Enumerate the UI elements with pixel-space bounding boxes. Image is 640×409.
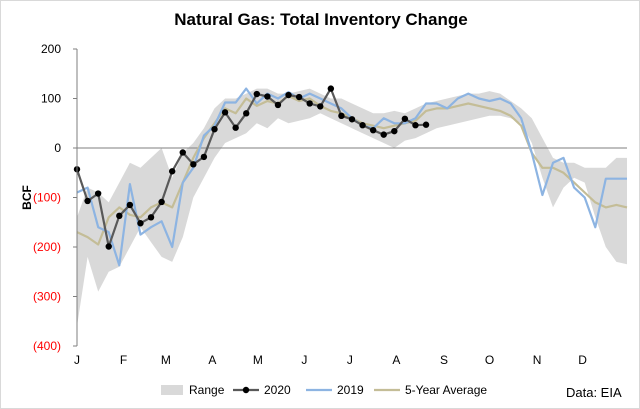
y-tick-label: 200 xyxy=(41,42,61,56)
series-2020-point xyxy=(369,126,377,134)
series-2020-point xyxy=(116,212,123,220)
series-2020-point xyxy=(200,153,208,161)
series-2020-point xyxy=(137,220,144,227)
x-tick-label: J xyxy=(347,353,353,367)
range-band xyxy=(77,88,627,327)
series-2020-point xyxy=(264,93,271,100)
series-2020-point xyxy=(126,201,134,209)
y-tick-label: (300) xyxy=(33,290,61,304)
series-2020-point xyxy=(317,103,324,110)
x-tick-label: F xyxy=(120,353,127,367)
series-2020-point xyxy=(243,110,250,117)
series-2020-point xyxy=(158,198,165,206)
x-tick-label: D xyxy=(578,353,587,367)
series-2020-point xyxy=(327,85,335,92)
y-tick-label: (200) xyxy=(33,240,61,254)
legend-label: 5-Year Average xyxy=(405,383,487,397)
series-2020-point xyxy=(221,109,229,116)
series-2020-point xyxy=(94,190,102,197)
series-2020-point xyxy=(380,131,387,138)
legend-group: Range 2020 2019 5-Year Average xyxy=(161,383,487,397)
x-tick-label: M xyxy=(253,353,263,367)
x-tick-label: A xyxy=(208,353,216,367)
y-tick-label: 0 xyxy=(54,141,61,155)
y-tick-label: (100) xyxy=(33,191,61,205)
series-2020-point xyxy=(285,91,292,99)
data-source: Data: EIA xyxy=(566,385,622,400)
series-2020-point xyxy=(147,214,155,221)
series-2020-point xyxy=(348,116,356,123)
y-tick-label: (400) xyxy=(33,339,61,353)
axis-group: 200 100 0 (100) (200) (300) (400) J F M A M J J A S O N D B… xyxy=(20,42,587,367)
x-tick-label: N xyxy=(533,353,542,367)
series-2020-point xyxy=(401,115,409,122)
legend-marker-2020 xyxy=(242,386,250,394)
series-2020-point xyxy=(232,124,239,131)
x-tick-label: A xyxy=(392,353,400,367)
x-tick-label: M xyxy=(161,353,171,367)
x-tick-label: O xyxy=(485,353,494,367)
series-2020-point xyxy=(190,161,197,168)
legend-swatch-range xyxy=(161,385,183,395)
series-2020-point xyxy=(338,112,345,120)
series-2020-point xyxy=(295,93,303,101)
legend-label: 2019 xyxy=(337,383,364,397)
series-2020-point xyxy=(168,168,176,175)
series-2020-point xyxy=(306,100,313,107)
series-2020-point xyxy=(359,122,366,129)
series-2020-point xyxy=(391,127,398,135)
x-tick-label: S xyxy=(440,353,448,367)
series-2020-point xyxy=(84,197,91,205)
chart-title: Natural Gas: Total Inventory Change xyxy=(174,10,468,29)
range-band-group xyxy=(77,88,627,327)
series-2020-point xyxy=(422,121,430,128)
legend-label: 2020 xyxy=(264,383,291,397)
series-2020-point xyxy=(274,101,282,109)
series-2020-group xyxy=(73,85,430,250)
x-tick-label: J xyxy=(301,353,307,367)
series-2020-point xyxy=(211,125,218,133)
series-2020-point xyxy=(179,149,186,156)
series-2020-point xyxy=(253,90,261,98)
y-tick-label: 100 xyxy=(41,92,61,106)
series-2020-point xyxy=(105,243,112,250)
y-axis-title: BCF xyxy=(20,185,34,210)
series-2020-line xyxy=(75,87,427,248)
legend-label: Range xyxy=(189,383,225,397)
series-2020-point xyxy=(412,122,419,129)
x-tick-label: J xyxy=(74,353,80,367)
